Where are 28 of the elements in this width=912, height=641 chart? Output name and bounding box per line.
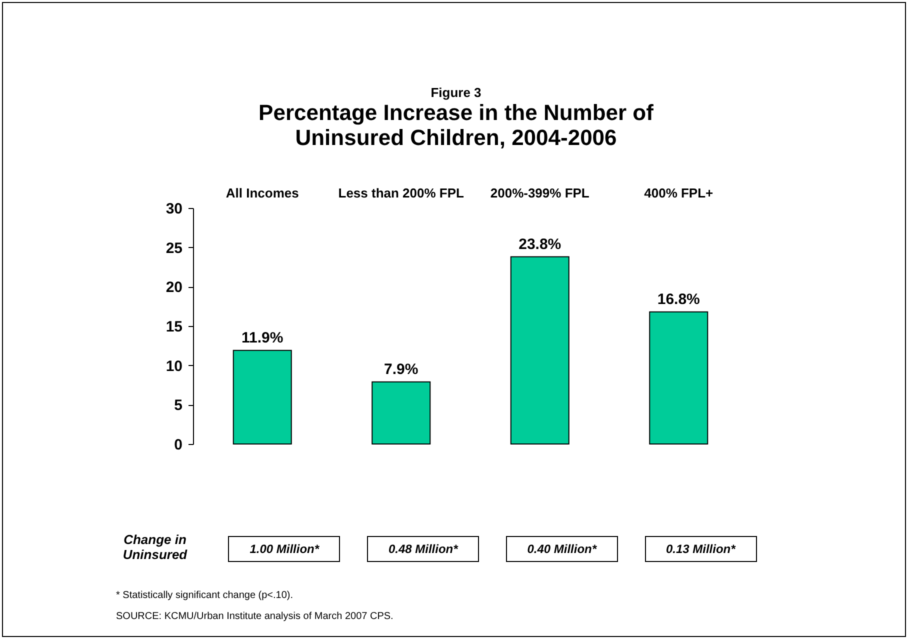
y-tick-label: 10 — [166, 358, 182, 375]
y-tick-label: 25 — [166, 240, 182, 257]
chart-title: Percentage Increase in the Number of Uninsured Children, 2004-2006 — [258, 100, 654, 150]
data-label: 16.8% — [657, 290, 700, 308]
y-tick-label: 30 — [166, 200, 182, 218]
x-tick-label: 200%-399% FPL — [490, 186, 590, 200]
text: 0.13 Million* — [644, 536, 757, 562]
x-tick-label: Less than 200% FPL — [338, 186, 464, 200]
x-tick-label: 400% FPL+ — [644, 186, 714, 200]
x-tick-label: All Incomes — [226, 186, 299, 200]
data-label: 23.8% — [518, 236, 562, 253]
bar — [232, 350, 292, 444]
y-tick-label: 5 — [174, 397, 182, 414]
y-tick-label: 20 — [166, 279, 182, 296]
y-tick-label: 0 — [174, 436, 182, 454]
y-tick-label: 15 — [166, 318, 182, 336]
bar — [372, 381, 431, 444]
bar — [510, 256, 570, 444]
text: * Statistically significant change (p<.10). — [116, 590, 294, 601]
text: Change in Uninsured — [122, 532, 188, 562]
source-note: SOURCE: KCMU/Urban Institute analysis of March 2007 CPS. — [116, 611, 394, 622]
bar — [649, 311, 708, 444]
text: 1.00 Million* — [228, 536, 340, 562]
text: 0.40 Million* — [506, 536, 618, 562]
chart-subtitle: Figure 3 — [430, 85, 482, 100]
text: 0.48 Million* — [367, 536, 480, 562]
data-label: 7.9% — [384, 360, 418, 378]
data-label: 11.9% — [242, 329, 284, 346]
